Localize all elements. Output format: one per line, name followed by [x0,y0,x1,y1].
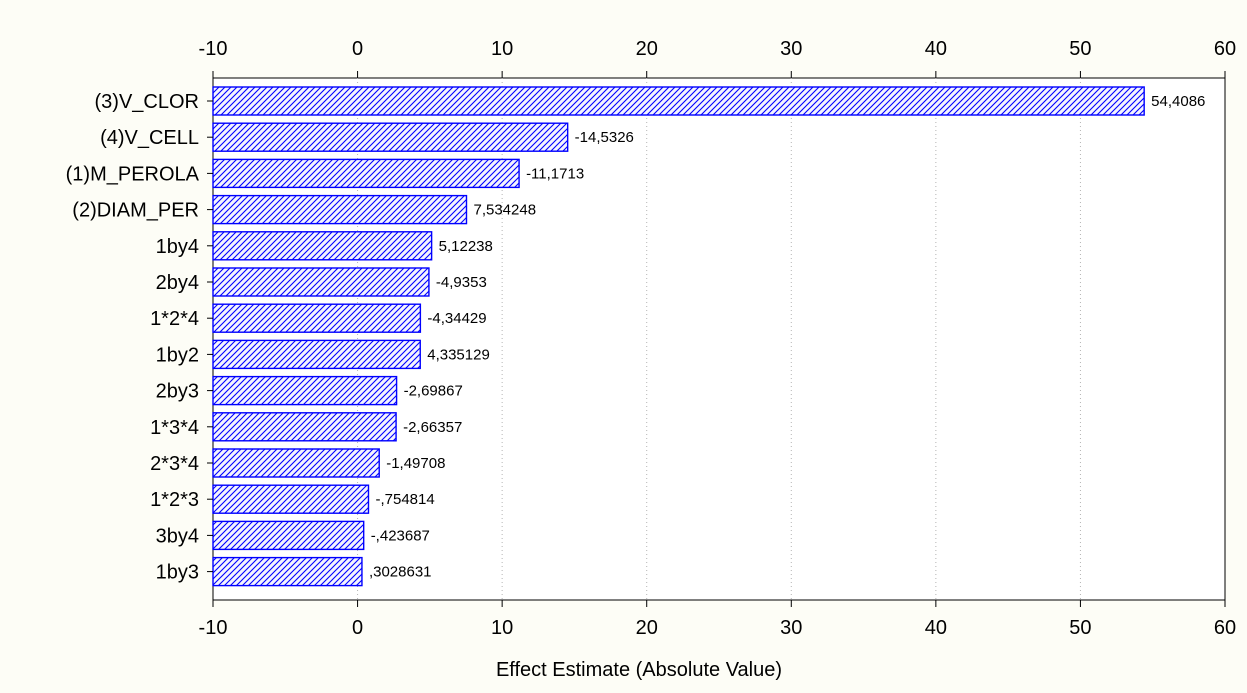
bar [212,303,422,333]
bar [212,194,468,225]
bar [212,339,421,370]
bar [212,556,363,587]
bar-group: 3by4 -,423687 [156,520,430,551]
axis-ticks: -10 -10 0 0 10 10 20 20 30 30 40 40 50 50 60 60 [199,38,1237,639]
category-label: 2*3*4 [150,453,199,475]
plot-area [212,77,1226,601]
value-label: ,3028631 [369,564,432,581]
bar [212,158,520,189]
category-label: 1by4 [156,236,199,258]
bar [212,122,569,152]
bar-group: (3)V_CLOR 54,4086 [95,86,1205,116]
category-label: 1*2*4 [150,308,199,330]
category-label: 1*3*4 [150,417,199,439]
bar-group: 2by4 -4,9353 [156,267,487,297]
bar-group: (2)DIAM_PER 7,534248 [72,194,536,225]
bar-group: 1by4 5,12238 [156,231,493,261]
category-label: (4)V_CELL [100,127,199,149]
category-label: 2by4 [156,272,199,294]
bar-group: 2by3 -2,69867 [156,375,463,406]
category-label: 1by3 [156,562,199,584]
bottom-tick-label: 20 [636,617,658,639]
value-label: -4,34429 [427,310,486,327]
bottom-tick-label: 50 [1069,617,1091,639]
category-label: 1*2*3 [150,489,199,511]
value-label: -11,1713 [526,165,584,182]
bar-group: 1by3 ,3028631 [156,556,432,587]
bar [212,520,365,551]
category-label: 1by2 [156,344,199,366]
bar [212,412,397,442]
bar-group: 1*2*4 -4,34429 [150,303,487,333]
bottom-tick-label: 30 [780,617,802,639]
value-label: -,423687 [371,527,430,544]
category-label: (1)M_PEROLA [66,163,200,185]
value-label: 54,4086 [1151,93,1205,110]
bottom-tick-label: 0 [352,617,363,639]
bar-group: 1by2 4,335129 [156,339,490,370]
top-tick-label: 40 [925,38,947,60]
value-label: -1,49708 [386,455,445,472]
bottom-tick-label: 60 [1214,617,1236,639]
x-axis-title: Effect Estimate (Absolute Value) [496,659,782,681]
bar-group: 1*3*4 -2,66357 [150,412,462,442]
bar [212,448,380,478]
value-label: -,754814 [375,491,434,508]
bar [212,86,1145,116]
value-label: -2,69867 [404,383,463,400]
bars: (3)V_CLOR 54,4086 (4)V_CELL -14,5326 (1)M_PE… [66,86,1205,587]
bottom-tick-label: -10 [199,617,228,639]
bottom-tick-label: 40 [925,617,947,639]
top-tick-label: -10 [199,38,228,60]
bar [212,267,430,297]
top-tick-label: 0 [352,38,363,60]
category-label: 2by3 [156,381,199,403]
grid-lines [357,78,1081,600]
value-label: -2,66357 [403,419,462,436]
bar-group: 2*3*4 -1,49708 [150,448,445,478]
bar [212,484,370,514]
category-label: (2)DIAM_PER [72,200,199,222]
bar [212,375,398,406]
bar [212,231,433,261]
bar-group: 1*2*3 -,754814 [150,484,435,514]
top-tick-label: 50 [1069,38,1091,60]
value-label: 7,534248 [473,202,536,219]
bar-group: (1)M_PEROLA -11,1713 [66,158,584,189]
top-tick-label: 20 [636,38,658,60]
top-tick-label: 10 [491,38,513,60]
value-label: -4,9353 [436,274,487,291]
bar-group: (4)V_CELL -14,5326 [100,122,634,152]
top-tick-label: 30 [780,38,802,60]
bottom-tick-label: 10 [491,617,513,639]
value-label: 4,335129 [427,346,490,363]
value-label: -14,5326 [575,129,634,146]
top-tick-label: 60 [1214,38,1236,60]
value-label: 5,12238 [439,238,493,255]
category-label: (3)V_CLOR [95,91,199,113]
category-label: 3by4 [156,525,199,547]
